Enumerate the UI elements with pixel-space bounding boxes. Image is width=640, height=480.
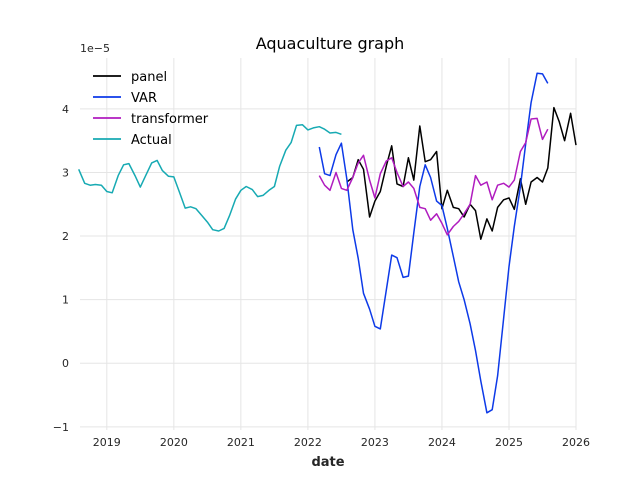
y-tick-label: 2 — [62, 230, 69, 243]
legend-label: transformer — [131, 112, 209, 127]
y-tick-label: 1 — [62, 294, 69, 307]
gridlines — [80, 58, 577, 430]
legend-label: panel — [131, 70, 167, 85]
x-tick-label: 2024 — [428, 436, 456, 449]
series-lines — [78, 72, 577, 414]
series-line-panel — [346, 106, 577, 240]
y-tick-label: 4 — [62, 103, 69, 116]
x-tick-label: 2019 — [93, 436, 121, 449]
x-tick-label: 2025 — [495, 436, 523, 449]
y-tick-label: 0 — [62, 357, 69, 370]
chart-title: Aquaculture graph — [256, 34, 405, 53]
legend-label: VAR — [131, 91, 157, 106]
y-offset-label: 1e−5 — [80, 42, 110, 55]
x-tick-label: 2023 — [361, 436, 389, 449]
x-tick-label: 2026 — [562, 436, 590, 449]
x-axis-ticks: 2019 2020 2021 2022 2023 2024 2025 2026 — [93, 436, 590, 449]
y-tick-label: 3 — [62, 166, 69, 179]
series-line-actual — [78, 124, 342, 232]
y-axis-ticks: −1 0 1 2 3 4 — [53, 103, 69, 434]
series-line-transformer — [318, 117, 549, 236]
x-tick-label: 2021 — [227, 436, 255, 449]
legend: panel VAR transformer Actual — [93, 70, 209, 148]
x-tick-label: 2022 — [294, 436, 322, 449]
series-line-var — [318, 72, 549, 414]
y-tick-label: −1 — [53, 421, 69, 434]
x-axis-title: date — [311, 455, 344, 470]
legend-label: Actual — [131, 133, 172, 148]
x-tick-label: 2020 — [160, 436, 188, 449]
